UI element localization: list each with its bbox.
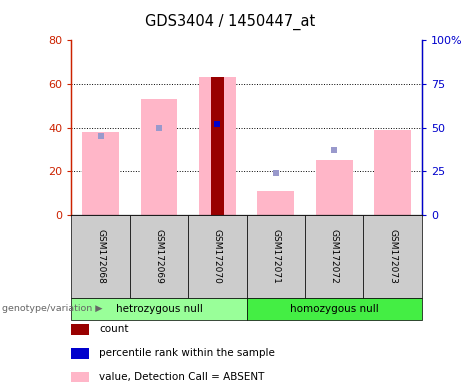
- Bar: [82, 132, 119, 215]
- Text: GSM172073: GSM172073: [388, 229, 397, 284]
- Text: GSM172070: GSM172070: [213, 229, 222, 284]
- Text: GSM172072: GSM172072: [330, 229, 339, 284]
- Bar: [257, 191, 294, 215]
- Text: count: count: [99, 324, 129, 334]
- Bar: [141, 99, 177, 215]
- Bar: [316, 161, 353, 215]
- Text: homozygous null: homozygous null: [290, 304, 378, 314]
- Bar: [199, 78, 236, 215]
- Text: percentile rank within the sample: percentile rank within the sample: [99, 348, 275, 358]
- Text: GSM172068: GSM172068: [96, 229, 105, 284]
- Text: GSM172071: GSM172071: [272, 229, 280, 284]
- Bar: [211, 78, 224, 215]
- Text: genotype/variation ▶: genotype/variation ▶: [2, 304, 103, 313]
- Text: GSM172069: GSM172069: [154, 229, 164, 284]
- Bar: [374, 130, 411, 215]
- Text: hetrozygous null: hetrozygous null: [116, 304, 202, 314]
- Text: GDS3404 / 1450447_at: GDS3404 / 1450447_at: [145, 13, 316, 30]
- Text: value, Detection Call = ABSENT: value, Detection Call = ABSENT: [99, 372, 265, 382]
